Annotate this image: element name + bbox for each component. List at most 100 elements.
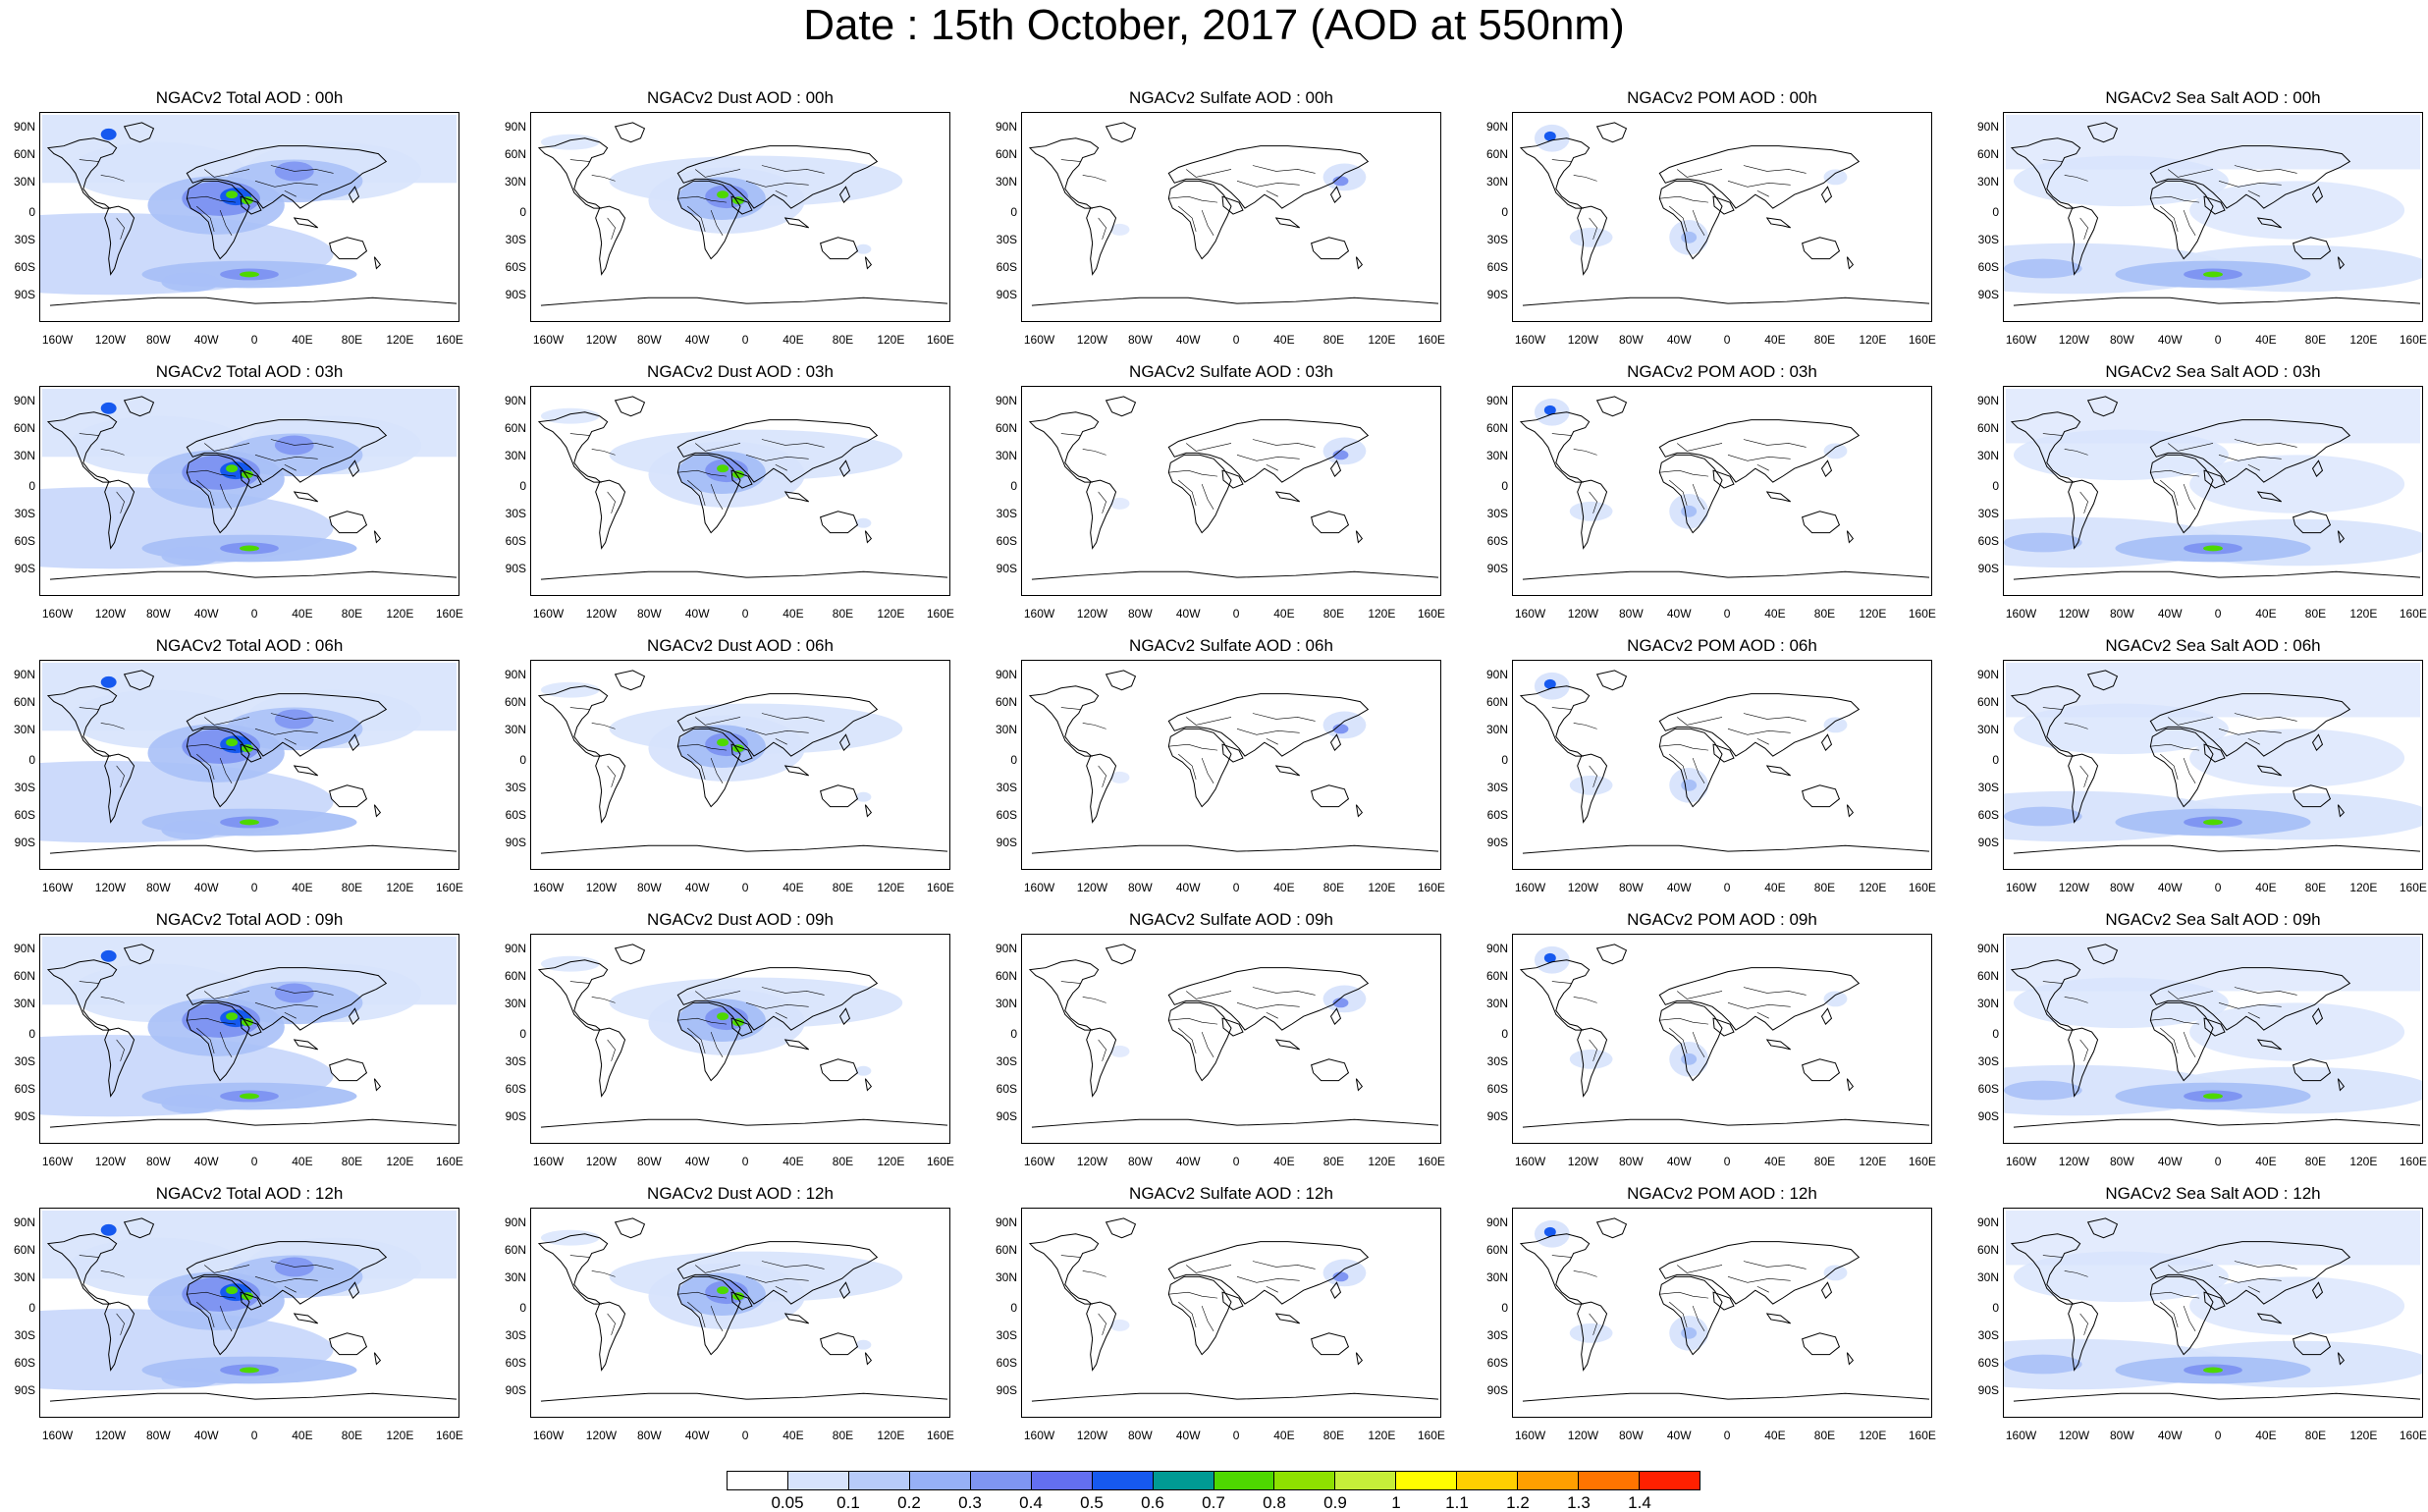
longitude-label: 80W	[2109, 1429, 2134, 1442]
aod-map-panel-dust: NGACv2 Dust AOD : 06h 90N 60N 30N 0 30S 60S 90S…	[491, 636, 962, 901]
latitude-label: 60N	[504, 969, 526, 984]
longitude-label: 0	[741, 607, 749, 621]
world-map	[1021, 660, 1441, 870]
latitude-label: 90S	[1977, 1382, 1999, 1397]
border-3	[1252, 1261, 1316, 1293]
longitude-label: 40W	[684, 881, 710, 894]
colorbar-tick-label: 0.8	[1263, 1493, 1286, 1512]
coastline-3	[1658, 728, 1723, 808]
latitude-label: 30S	[1486, 1327, 1508, 1342]
aod-field-svg	[2004, 387, 2422, 595]
panel-title: NGACv2 POM AOD : 12h	[1627, 1184, 1817, 1203]
longitude-label: 160W	[1023, 1155, 1055, 1168]
longitude-label: 160E	[1417, 1155, 1445, 1168]
coastline-7	[1329, 733, 1342, 751]
world-map	[39, 386, 459, 596]
aod-region-6	[540, 681, 600, 698]
longitude-label: 40W	[684, 607, 710, 621]
aod-field-svg	[1513, 935, 1931, 1143]
world-map	[2003, 386, 2423, 596]
longitude-label: 160W	[532, 1429, 565, 1442]
longitude-label: 120W	[585, 881, 618, 894]
aod-region-8	[226, 190, 239, 199]
aod-field-svg	[40, 661, 459, 869]
coastline-2	[614, 944, 646, 965]
coastline-9	[864, 1352, 873, 1366]
coastline-8	[293, 491, 318, 503]
latitude-label: 0	[1010, 479, 1017, 494]
border-0	[1168, 1291, 1218, 1331]
latitude-label: 90N	[504, 119, 526, 134]
longitude-label: 160E	[926, 1155, 954, 1168]
coastline-9	[2337, 1352, 2346, 1366]
coastline-0	[537, 1233, 609, 1305]
border-3	[1252, 713, 1316, 745]
longitude-label: 40W	[684, 333, 710, 347]
coastline-6	[820, 784, 859, 808]
colorbar-swatch-15	[1640, 1472, 1700, 1489]
latitude-label: 60S	[1977, 808, 1999, 823]
border-0	[2150, 469, 2200, 510]
coastline-10	[1031, 297, 1439, 306]
latitude-label: 90S	[1977, 1108, 1999, 1123]
longitude-label: 80E	[2304, 1155, 2327, 1168]
longitude-label: 0	[1723, 881, 1731, 894]
latitude-label: 90S	[1486, 1382, 1508, 1397]
panel-title: NGACv2 Total AOD : 09h	[155, 910, 344, 929]
coastline-4	[186, 967, 388, 1031]
panel-title: NGACv2 Sulfate AOD : 09h	[1129, 910, 1333, 929]
longitude-label: 40W	[2157, 1155, 2183, 1168]
border-1	[79, 981, 125, 1061]
longitude-label: 120E	[386, 333, 414, 347]
coastline-0	[1519, 959, 1591, 1031]
latitude-label: 90S	[14, 835, 35, 849]
latitude-label: 30S	[1486, 1053, 1508, 1068]
latitude-label: 60N	[1976, 969, 1999, 984]
longitude-label: 160W	[2005, 1429, 2037, 1442]
coastline-10	[1522, 1392, 1930, 1402]
latitude-label: 60S	[505, 1356, 526, 1371]
longitude-label: 120E	[1368, 1429, 1396, 1442]
aod-region-2	[1109, 771, 1130, 783]
coastline-7	[1820, 1007, 1833, 1025]
longitude-label: 160E	[1908, 333, 1936, 347]
border-0	[677, 743, 728, 783]
longitude-label: 160W	[41, 607, 74, 621]
latitude-label: 60N	[504, 1243, 526, 1258]
latitude-label: 30N	[1976, 174, 1999, 189]
longitude-label: 160W	[41, 1429, 74, 1442]
border-0	[1168, 469, 1218, 510]
longitude-label: 160W	[41, 881, 74, 894]
longitude-label: 40E	[1273, 1429, 1295, 1442]
coastline-6	[2293, 1332, 2332, 1356]
latitude-label: 90N	[1485, 667, 1508, 681]
aod-region-12	[240, 1093, 259, 1100]
aod-region-1	[2013, 977, 2229, 1029]
longitude-label: 0	[1232, 1429, 1240, 1442]
coastline-6	[2293, 511, 2332, 534]
aod-region-13	[161, 820, 221, 840]
latitude-label: 30S	[996, 1327, 1017, 1342]
longitude-label: 80E	[1322, 607, 1345, 621]
colorbar-swatch-5	[1031, 1472, 1093, 1489]
latitude-label: 90S	[505, 1108, 526, 1123]
coastline-7	[838, 733, 851, 751]
longitude-label: 160W	[532, 607, 565, 621]
border-2	[1677, 443, 1791, 461]
latitude-label: 90N	[1976, 119, 1999, 134]
panel-title: NGACv2 POM AOD : 06h	[1627, 636, 1817, 655]
longitude-label: 80W	[636, 1429, 662, 1442]
world-map	[1021, 934, 1441, 1144]
border-2	[1186, 991, 1300, 1009]
aod-region-4	[717, 738, 729, 747]
aod-field-svg	[1513, 661, 1931, 869]
longitude-label: 80E	[2304, 333, 2327, 347]
coastline-3	[1167, 1275, 1232, 1356]
longitude-label: 40E	[2255, 333, 2277, 347]
longitude-label: 120W	[94, 333, 127, 347]
longitude-label: 80W	[636, 881, 662, 894]
latitude-label: 90S	[996, 1108, 1017, 1123]
latitude-label: 0	[1501, 753, 1508, 768]
longitude-label: 0	[2214, 607, 2222, 621]
